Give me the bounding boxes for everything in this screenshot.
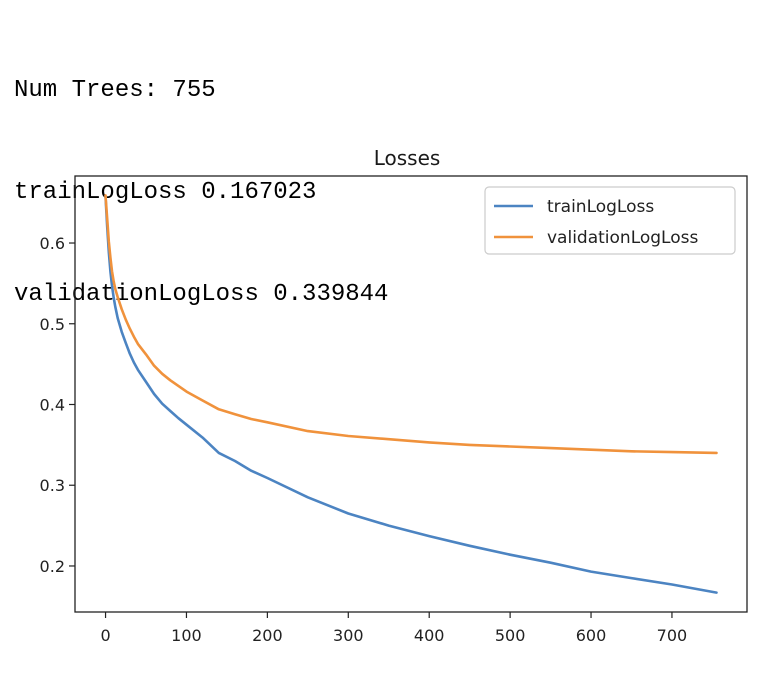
cell-output: Num Trees: 755 trainLogLoss 0.167023 val… xyxy=(14,6,388,346)
series-layer xyxy=(104,194,718,594)
legend-label-trainLogLoss: trainLogLoss xyxy=(547,197,654,217)
series-line-validationLogLoss xyxy=(104,194,718,455)
legend: trainLogLoss validationLogLoss xyxy=(484,186,736,255)
validation-logloss-line: validationLogLoss 0.339844 xyxy=(14,281,389,308)
legend-box xyxy=(484,186,736,255)
x-tick-label: 300 xyxy=(333,626,364,645)
num-trees-line: Num Trees: 755 xyxy=(14,77,216,104)
plot-frame xyxy=(74,175,748,613)
axes-layer: 0 100 200 300 400 500 600 700 0.2 0.3 0.4 0.5 0.6 xyxy=(40,175,748,645)
y-tick-label: 0.5 xyxy=(40,315,65,334)
legend-label-validationLogLoss: validationLogLoss xyxy=(547,228,698,248)
y-tick-label: 0.6 xyxy=(40,234,65,253)
x-tick-label: 400 xyxy=(414,626,445,645)
chart-title: Losses xyxy=(374,146,441,170)
train-logloss-line: trainLogLoss 0.167023 xyxy=(14,179,317,206)
x-tick-label: 500 xyxy=(495,626,526,645)
x-tick-label: 0 xyxy=(100,626,110,645)
x-tick-label: 700 xyxy=(657,626,688,645)
y-tick-label: 0.3 xyxy=(40,476,65,495)
series-line-trainLogLoss xyxy=(104,194,718,594)
x-tick-label: 200 xyxy=(252,626,283,645)
y-tick-label: 0.4 xyxy=(40,395,65,414)
x-tick-label: 600 xyxy=(576,626,607,645)
x-tick-label: 100 xyxy=(171,626,202,645)
y-tick-label: 0.2 xyxy=(40,557,65,576)
